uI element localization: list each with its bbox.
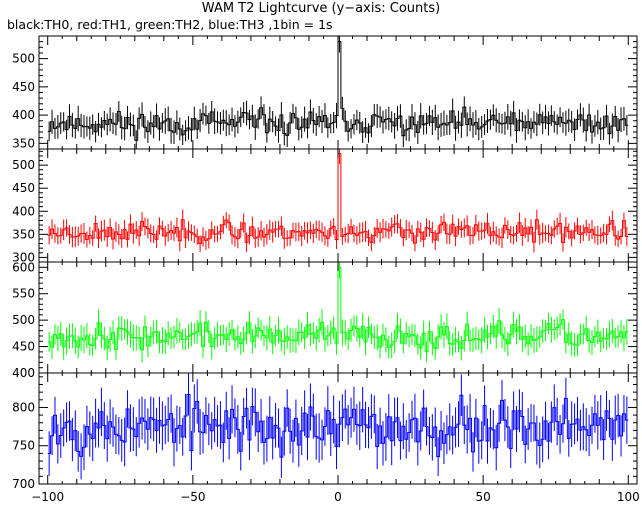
y-tick-label-th2: 550 [12,287,35,301]
y-tick-label-th1: 450 [12,181,35,195]
y-tick-label-th2: 400 [12,366,35,380]
y-tick-label-th0: 400 [12,108,35,122]
y-tick-label-th3: 800 [12,400,35,414]
y-tick-label-th2: 600 [12,260,35,274]
y-tick-label-th3: 700 [12,477,35,491]
series-line-th0 [47,41,629,141]
x-tick-label: 50 [476,490,491,504]
series-line-th2 [47,266,629,353]
chart-title: WAM T2 Lightcurve (y−axis: Counts) [201,1,441,16]
y-tick-label-th1: 500 [12,158,35,172]
x-tick-label: −100 [31,490,64,504]
series-line-th3 [47,393,629,458]
chart-subtitle: black:TH0, red:TH1, green:TH2, blue:TH3 … [7,17,333,32]
series-line-th1 [47,153,629,245]
y-tick-label-th2: 450 [12,340,35,354]
x-tick-label: 100 [617,490,640,504]
y-tick-label-th0: 500 [12,52,35,66]
x-tick-label: 0 [334,490,342,504]
x-tick-label: −50 [180,490,205,504]
y-tick-label-th1: 400 [12,204,35,218]
y-tick-label-th1: 350 [12,227,35,241]
y-tick-label-th2: 500 [12,313,35,327]
y-tick-label-th0: 450 [12,80,35,94]
y-tick-label-th3: 750 [12,439,35,453]
y-tick-label-th0: 350 [12,136,35,150]
y-tick-label-th1: 300 [12,250,35,264]
